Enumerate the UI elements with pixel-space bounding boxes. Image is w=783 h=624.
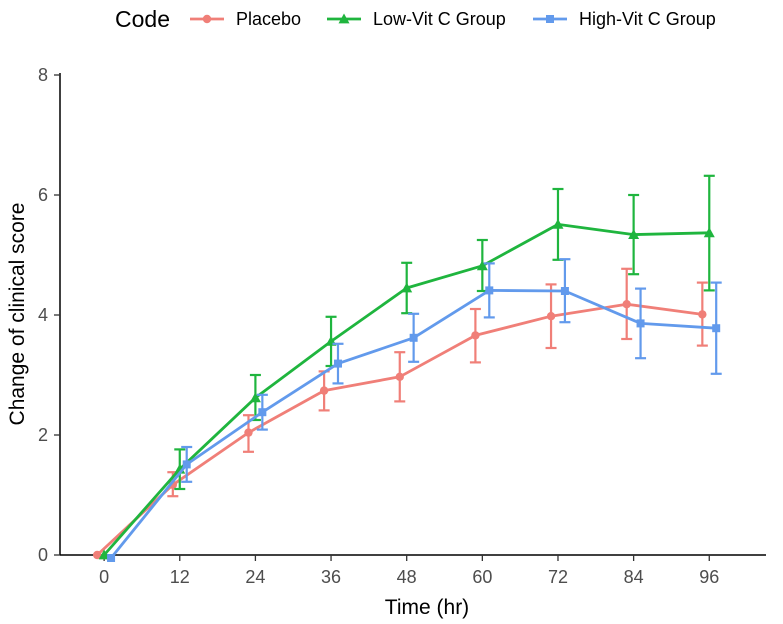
data-point: [560, 287, 569, 295]
data-point: [401, 282, 413, 293]
series-high-vit-c-group: [107, 258, 722, 562]
series-placebo: [92, 267, 708, 560]
legend-key-marker: [202, 14, 212, 24]
x-axis-ticks: 0 12 24 36 48 60 72 84 96: [99, 555, 719, 587]
x-tick-label: 12: [170, 567, 190, 587]
data-point: [622, 300, 631, 309]
data-point: [98, 549, 110, 560]
data-point: [258, 408, 267, 417]
data-point: [92, 550, 102, 560]
y-axis-ticks: 0 2 4 6 8: [38, 65, 60, 565]
x-tick-label: 24: [245, 567, 265, 587]
x-tick-label: 72: [548, 567, 568, 587]
y-tick-label: 8: [38, 65, 48, 85]
legend-label: Placebo: [236, 9, 301, 29]
x-axis-title: Time (hr): [385, 596, 469, 619]
legend: Code Placebo Low-Vit C Group High-Vit C Gr…: [115, 6, 716, 32]
legend-key-marker: [546, 15, 554, 23]
x-tick-label: 0: [99, 567, 109, 587]
legend-label: High-Vit C Group: [579, 9, 716, 29]
data-point: [712, 324, 721, 333]
data-point: [485, 286, 494, 295]
data-point: [628, 229, 640, 239]
data-point: [471, 331, 480, 340]
legend-label: Low-Vit C Group: [373, 9, 506, 29]
legend-item-high-vit-c-group: High-Vit C Group: [533, 9, 716, 29]
x-tick-label: 36: [321, 567, 341, 587]
x-tick-label: 84: [624, 567, 644, 587]
data-point: [636, 319, 645, 328]
y-tick-label: 0: [38, 545, 48, 565]
data-point: [395, 372, 404, 381]
data-point: [333, 359, 342, 368]
x-tick-label: 96: [699, 567, 719, 587]
y-tick-label: 4: [38, 305, 48, 325]
data-point: [249, 392, 261, 403]
data-point: [107, 554, 116, 562]
data-point: [703, 227, 715, 238]
series-low-vit-c-group: [98, 174, 715, 560]
y-tick-label: 2: [38, 425, 48, 445]
data-point: [698, 310, 707, 319]
x-tick-label: 60: [472, 567, 492, 587]
y-axis-title: Change of clinical score: [6, 203, 29, 426]
legend-item-low-vit-c-group: Low-Vit C Group: [327, 9, 506, 29]
data-point: [319, 386, 329, 395]
legend-key-marker: [338, 13, 350, 24]
plot-area: [92, 174, 722, 562]
y-tick-label: 6: [38, 185, 48, 205]
legend-title: Code: [115, 6, 170, 32]
data-point: [476, 260, 488, 271]
data-point: [546, 312, 556, 321]
data-point: [182, 460, 191, 469]
data-point: [409, 333, 418, 342]
legend-item-placebo: Placebo: [190, 9, 301, 29]
data-point: [552, 218, 564, 229]
data-point: [244, 428, 253, 437]
x-tick-label: 48: [397, 567, 417, 587]
